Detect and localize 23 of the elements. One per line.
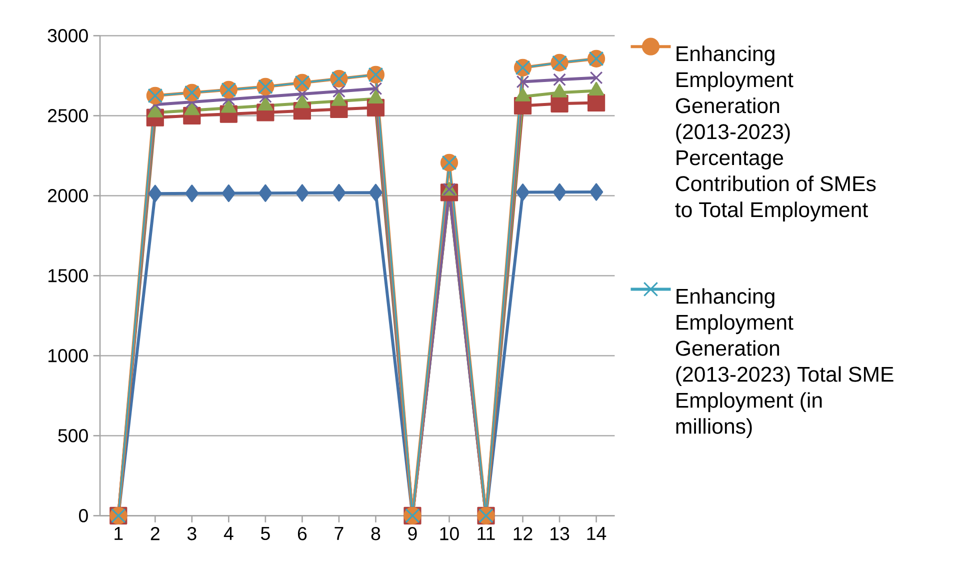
x-tick-label: 7 [334,527,344,540]
x-tick-label: 3 [187,527,196,540]
y-tick-label: 1000 [48,349,88,362]
x-tick-label: 2 [150,527,160,540]
x-tick-label: 6 [298,527,307,540]
y-tick-label: 3000 [48,29,88,42]
x-tick-label: 12 [514,527,532,540]
legend-label: Enhancing Employment Generation (2013-2023) Percentage Contribution of SMEs to Total Employment [675,46,876,222]
x-tick-label: 9 [408,527,417,540]
legend-label: Enhancing Employment Generation (2013-2023) Total SME Employment (in millions) [676,288,894,438]
x-tick-label: 4 [224,527,234,540]
y-tick-label: 2000 [48,189,88,202]
x-tick-label: 13 [550,527,570,540]
x-tick-label: 10 [440,527,459,540]
x-tick-label: 8 [371,527,380,540]
x-tick-label: 14 [587,527,606,540]
y-tick-label: 2500 [48,109,88,122]
x-tick-label: 1 [114,527,123,540]
x-tick-label: 5 [261,527,270,540]
y-tick-label: 1500 [48,269,88,282]
y-tick-label: 500 [58,429,88,442]
y-tick-label: 0 [78,509,88,522]
x-tick-label: 11 [478,527,495,540]
